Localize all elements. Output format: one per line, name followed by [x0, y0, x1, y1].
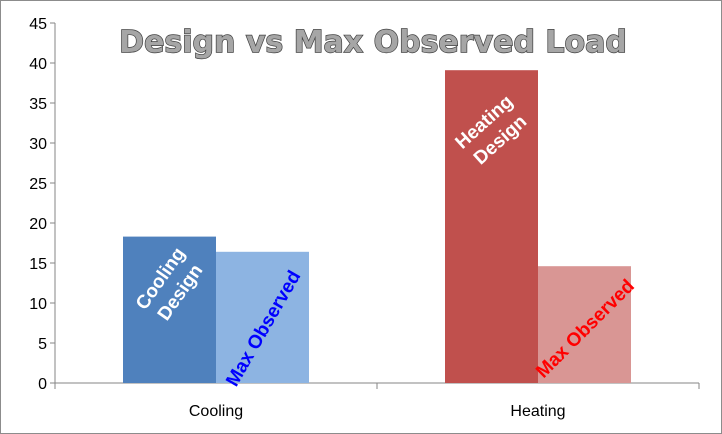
y-axis: 0 5 10 15 20 25 30 35 40 45: [29, 16, 56, 393]
y-tick-label: 35: [29, 96, 47, 113]
y-tick-label: 45: [29, 16, 47, 33]
bar: [216, 251, 309, 383]
category-label: Cooling: [189, 403, 243, 420]
bars: [123, 70, 631, 383]
y-tick-label: 40: [29, 56, 47, 73]
bar: [445, 70, 538, 383]
chart-title: Design vs Max Observed Load: [119, 25, 627, 60]
y-tick-label: 15: [29, 256, 47, 273]
y-tick-label: 25: [29, 176, 47, 193]
y-tick-label: 10: [29, 296, 47, 313]
y-tick-label: 30: [29, 136, 47, 153]
bar: [538, 266, 631, 383]
category-label: Heating: [510, 403, 565, 420]
bar: [123, 236, 216, 383]
y-tick-label: 0: [38, 376, 47, 393]
x-axis: Cooling Heating: [54, 382, 700, 420]
y-tick-label: 5: [38, 336, 47, 353]
y-tick-label: 20: [29, 216, 47, 233]
